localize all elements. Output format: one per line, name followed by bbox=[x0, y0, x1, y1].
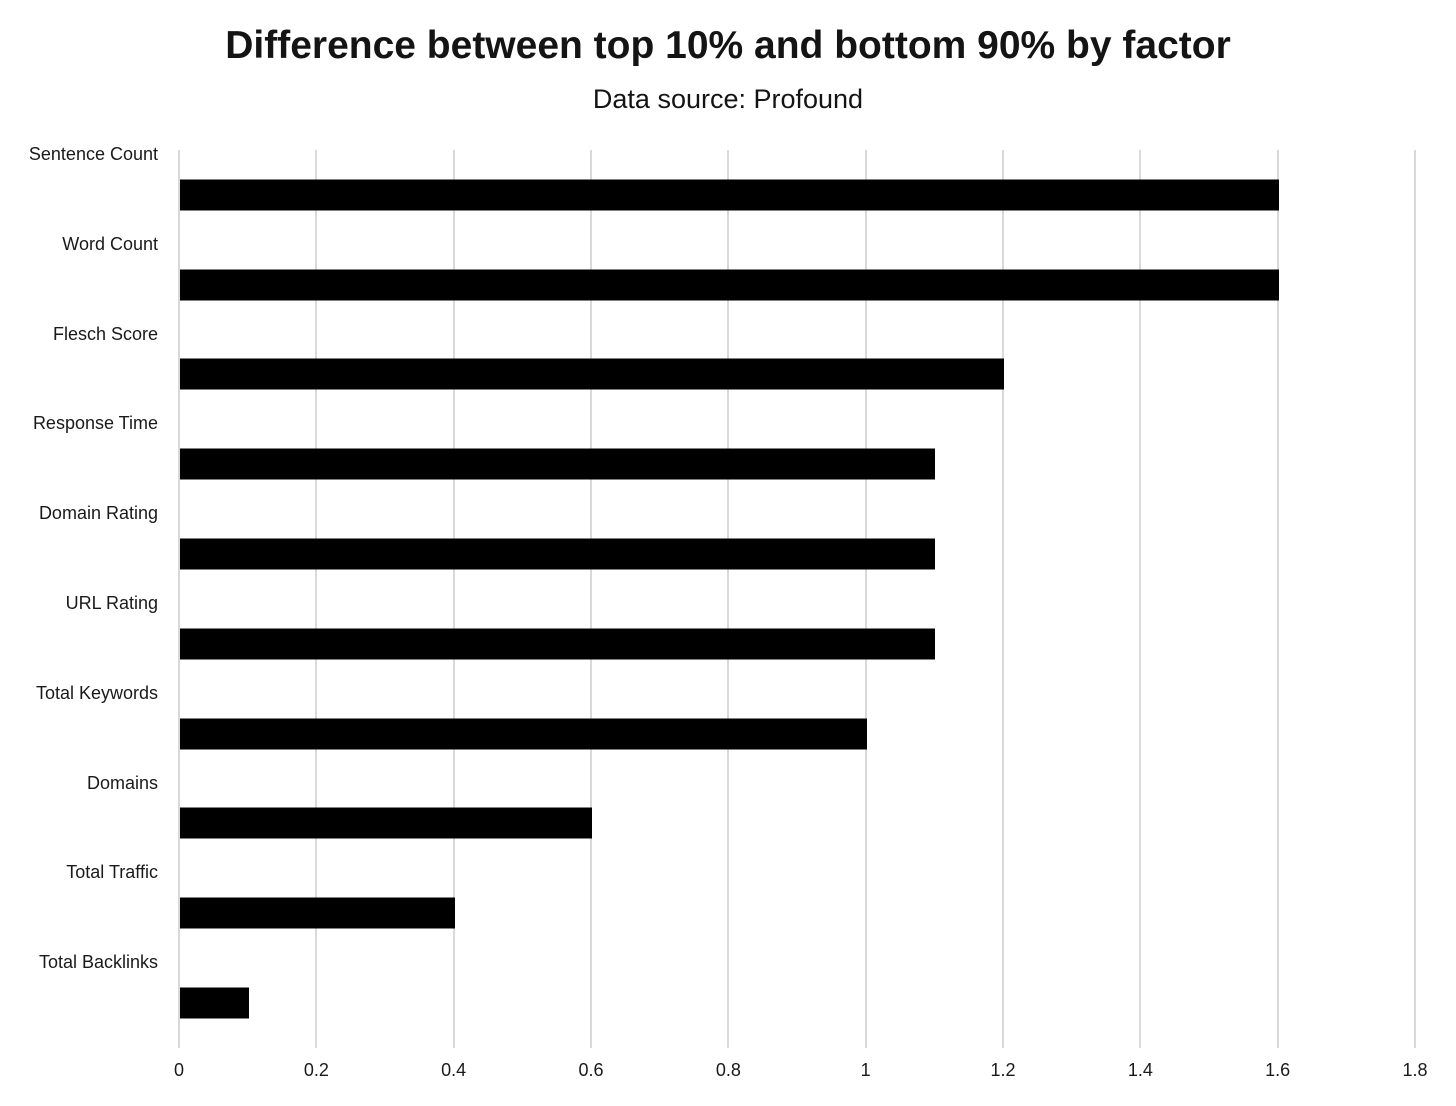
category-label-flesch-score: Flesch Score bbox=[52, 323, 158, 344]
bar-row-word-count: Word Count bbox=[62, 234, 1415, 330]
bar-row-total-keywords: Total Keywords bbox=[36, 683, 1415, 779]
x-tick-label-0.2: 0.2 bbox=[303, 1060, 329, 1080]
gridline-1.4 bbox=[1139, 150, 1142, 1048]
bar-total-traffic bbox=[180, 897, 455, 929]
chart-title: Difference between top 10% and bottom 90… bbox=[225, 24, 1231, 67]
gridline-0.2 bbox=[315, 150, 318, 1048]
plot-area: Sentence Count Word Count Flesch Score Resp… bbox=[29, 144, 1416, 1048]
x-tick-label-1.4: 1.4 bbox=[1127, 1060, 1153, 1080]
bar-row-sentence-count: Sentence Count bbox=[29, 144, 1415, 240]
category-label-word-count: Word Count bbox=[62, 233, 158, 254]
bar-row-total-traffic: Total Traffic bbox=[66, 862, 1415, 958]
bar-word-count bbox=[180, 269, 1279, 301]
bar-row-response-time: Response Time bbox=[33, 413, 1415, 509]
bar-row-domain-rating: Domain Rating bbox=[39, 503, 1415, 599]
bar-url-rating bbox=[180, 628, 936, 660]
gridline-1.2 bbox=[1001, 150, 1004, 1048]
x-tick-label-1: 1 bbox=[860, 1060, 871, 1080]
bar-flesch-score bbox=[180, 358, 1004, 390]
category-label-url-rating: URL Rating bbox=[65, 592, 158, 613]
bar-row-total-backlinks: Total Backlinks bbox=[39, 952, 1415, 1048]
category-label-sentence-count: Sentence Count bbox=[28, 143, 158, 164]
x-tick-label-0.8: 0.8 bbox=[715, 1060, 741, 1080]
bar-domain-rating bbox=[180, 538, 936, 570]
gridline-0 bbox=[178, 150, 180, 1048]
gridline-0.6 bbox=[589, 150, 592, 1048]
bar-row-flesch-score: Flesch Score bbox=[53, 324, 1415, 420]
category-label-domains: Domains bbox=[86, 772, 158, 793]
x-tick-label-0.4: 0.4 bbox=[441, 1060, 467, 1080]
category-label-total-backlinks: Total Backlinks bbox=[38, 952, 158, 973]
bar-domains bbox=[180, 807, 592, 839]
bar-row-domains: Domains bbox=[87, 773, 1415, 869]
gridline-1 bbox=[864, 150, 867, 1048]
x-tick-label-0.6: 0.6 bbox=[578, 1060, 604, 1080]
chart-subtitle: Data source: Profound bbox=[592, 84, 864, 114]
bar-response-time bbox=[180, 448, 936, 480]
bar-row-url-rating: URL Rating bbox=[66, 593, 1415, 689]
bar-total-keywords bbox=[180, 718, 867, 750]
category-label-domain-rating: Domain Rating bbox=[38, 503, 158, 524]
x-tick-label-1.2: 1.2 bbox=[990, 1060, 1016, 1080]
x-tick-label-0: 0 bbox=[173, 1060, 185, 1080]
category-label-response-time: Response Time bbox=[32, 413, 158, 434]
gridline-0.4 bbox=[452, 150, 455, 1048]
category-label-total-keywords: Total Keywords bbox=[35, 682, 158, 703]
bar-sentence-count bbox=[180, 179, 1279, 211]
x-axis: 0 0.2 0.4 0.6 0.8 1 1.2 1.4 1.6 1.8 bbox=[174, 1060, 1428, 1094]
gridline-1.8 bbox=[1414, 150, 1416, 1048]
gridline-1.6 bbox=[1276, 150, 1279, 1048]
x-tick-label-1.8: 1.8 bbox=[1402, 1060, 1428, 1080]
bar-total-backlinks bbox=[180, 987, 249, 1019]
x-tick-label-1.6: 1.6 bbox=[1265, 1060, 1291, 1080]
gridline-0.8 bbox=[727, 150, 730, 1048]
category-label-total-traffic: Total Traffic bbox=[66, 862, 158, 883]
